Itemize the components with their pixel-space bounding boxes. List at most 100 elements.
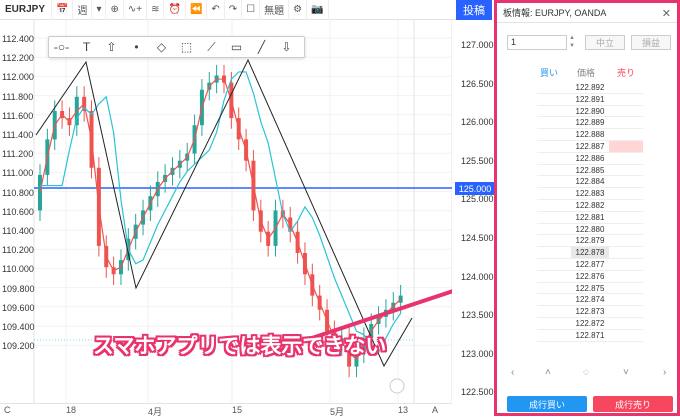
scroll-to-realtime-button [389, 378, 405, 394]
lagging-span-line [40, 71, 402, 354]
ladder-price: 122.885 [575, 165, 605, 175]
publish-button[interactable]: 投稿 [456, 0, 492, 20]
ladder-price: 122.875 [575, 283, 605, 293]
ladder-price: 122.887 [575, 141, 605, 151]
time-axis: C 18 4月 15 5月 13 A [0, 403, 452, 417]
left-axis-label: 109.400 [2, 322, 35, 332]
ladder-price: 122.890 [575, 106, 605, 116]
drawing-tool-1[interactable]: T [82, 40, 91, 54]
left-axis-label: 111.000 [2, 168, 34, 179]
drawing-tool-6[interactable]: ⟋ [207, 39, 216, 54]
ladder-row[interactable]: 122.887 [537, 140, 643, 153]
ladder-row[interactable]: 122.891 [537, 94, 643, 106]
quantity-input[interactable]: 1 [507, 35, 567, 50]
price-chart[interactable] [0, 20, 452, 404]
ladder-row[interactable]: 122.885 [537, 165, 643, 177]
left-axis-label: 109.800 [2, 283, 35, 294]
price-column-header: 価格 [577, 68, 596, 78]
indicators-icon[interactable]: ∿+ [124, 0, 148, 20]
ladder-price: 122.881 [575, 212, 605, 222]
ladder-row[interactable]: 122.890 [537, 106, 643, 118]
ladder-row[interactable]: 122.873 [537, 306, 643, 318]
chevron-down-icon[interactable]: ▾ [92, 0, 107, 20]
ladder-row[interactable]: 122.884 [537, 176, 643, 189]
ladder-row[interactable]: 122.871 [537, 330, 643, 342]
ladder-row[interactable]: 122.875 [537, 283, 643, 295]
ladder-row[interactable]: 122.883 [537, 188, 643, 200]
replay-icon[interactable]: ⏪ [186, 0, 208, 20]
ladder-price: 122.886 [575, 153, 605, 163]
alert-icon[interactable]: ⏰ [164, 0, 186, 20]
ladder-price: 122.873 [575, 307, 605, 317]
redo-icon[interactable]: ↷ [225, 0, 243, 20]
drawing-tool-2[interactable]: ⇧ [106, 40, 117, 54]
center-icon[interactable]: ◌ [583, 367, 589, 378]
drawing-tool-4[interactable]: ◇ [156, 40, 167, 54]
drawing-tool-0[interactable]: -○- [53, 40, 70, 54]
drawing-tool-5[interactable]: ⬚ [180, 40, 193, 54]
templates-icon[interactable]: ≋ [147, 0, 165, 20]
chevron-left-icon[interactable]: ‹ [511, 367, 515, 378]
chevron-right-icon[interactable]: › [663, 367, 667, 378]
drawing-tool-8[interactable]: ╱ [257, 40, 266, 54]
quantity-stepper[interactable]: ▲ ▼ [569, 35, 575, 49]
callout-text: スマホアプリでは表示できない [93, 335, 387, 358]
ladder-row[interactable]: 122.880 [537, 224, 643, 236]
calendar-icon[interactable]: 📅 [52, 0, 74, 20]
ladder-row[interactable]: 122.872 [537, 318, 643, 330]
buy-column-header: 買い [540, 68, 559, 78]
drawing-tool-9[interactable]: ⇩ [281, 40, 292, 54]
drawing-tool-7[interactable]: ▭ [230, 40, 243, 54]
market-buy-button[interactable]: 成行買い [507, 396, 587, 412]
right-axis-label: 125.000 [461, 194, 494, 205]
layout-icon[interactable]: ☐ [242, 0, 261, 20]
time-axis-label: 4月 [148, 407, 163, 417]
ladder-price: 122.877 [575, 259, 605, 269]
ladder-row[interactable]: 122.876 [537, 271, 643, 283]
ladder-price: 122.874 [575, 295, 605, 305]
close-icon[interactable]: ✕ [661, 8, 671, 20]
symbol-search-button[interactable]: EURJPY [0, 0, 52, 20]
chevron-down-icon[interactable]: ˅ [623, 367, 629, 378]
order-book-panel: 板情報: EURJPY, OANDA ✕ 1 ▲ ▼ 中立 損益 買い 価格 売り… [494, 0, 680, 416]
left-axis-label: 112.400 [2, 34, 34, 44]
ladder-row[interactable]: 122.886 [537, 153, 643, 165]
ladder-price: 122.882 [575, 200, 605, 210]
ladder-row[interactable]: 122.881 [537, 212, 643, 224]
ladder-price: 122.876 [575, 271, 605, 281]
ladder-price: 122.888 [575, 130, 605, 140]
ladder-row[interactable]: 122.888 [537, 129, 643, 141]
sell-column-header: 売り [617, 68, 636, 78]
ladder-row[interactable]: 122.892 [537, 82, 643, 94]
settings-icon[interactable]: ⚙ [289, 0, 308, 20]
left-axis-label: 111.800 [2, 91, 34, 102]
market-sell-button[interactable]: 成行売り [593, 396, 673, 412]
left-axis-label: 112.200 [2, 53, 34, 64]
left-axis-label: 111.600 [2, 110, 34, 121]
settle-button[interactable]: 損益 [631, 35, 671, 50]
ladder-row[interactable]: 122.889 [537, 117, 643, 130]
time-axis-label: C [4, 405, 11, 415]
current-price-label: 125.000 [455, 182, 495, 195]
ladder-row[interactable]: 122.882 [537, 200, 643, 212]
time-axis-label: A [432, 405, 439, 415]
time-axis-label: 15 [232, 405, 243, 415]
ladder-row[interactable]: 122.874 [537, 294, 643, 307]
ladder-row[interactable]: 122.878 [537, 247, 643, 259]
drawing-tool-3[interactable]: • [134, 40, 139, 54]
moving-average-line [39, 78, 402, 361]
right-axis-label: 122.500 [461, 387, 494, 398]
undo-icon[interactable]: ↶ [207, 0, 225, 20]
compare-add-icon[interactable]: ⊕ [106, 0, 124, 20]
ladder-row[interactable]: 122.877 [537, 259, 643, 271]
cloud-save-button[interactable]: 無題 [260, 0, 290, 20]
left-axis-label: 110.200 [2, 245, 34, 256]
chevron-up-icon[interactable]: ˄ [545, 367, 551, 378]
interval-button[interactable]: 週 [73, 0, 93, 20]
flatten-button[interactable]: 中立 [585, 35, 625, 50]
ladder-row[interactable]: 122.879 [537, 235, 643, 248]
time-axis-label: 5月 [330, 407, 345, 417]
time-axis-label: 13 [398, 405, 409, 415]
camera-icon[interactable]: 📷 [307, 0, 329, 20]
left-axis-label: 110.800 [2, 187, 34, 198]
